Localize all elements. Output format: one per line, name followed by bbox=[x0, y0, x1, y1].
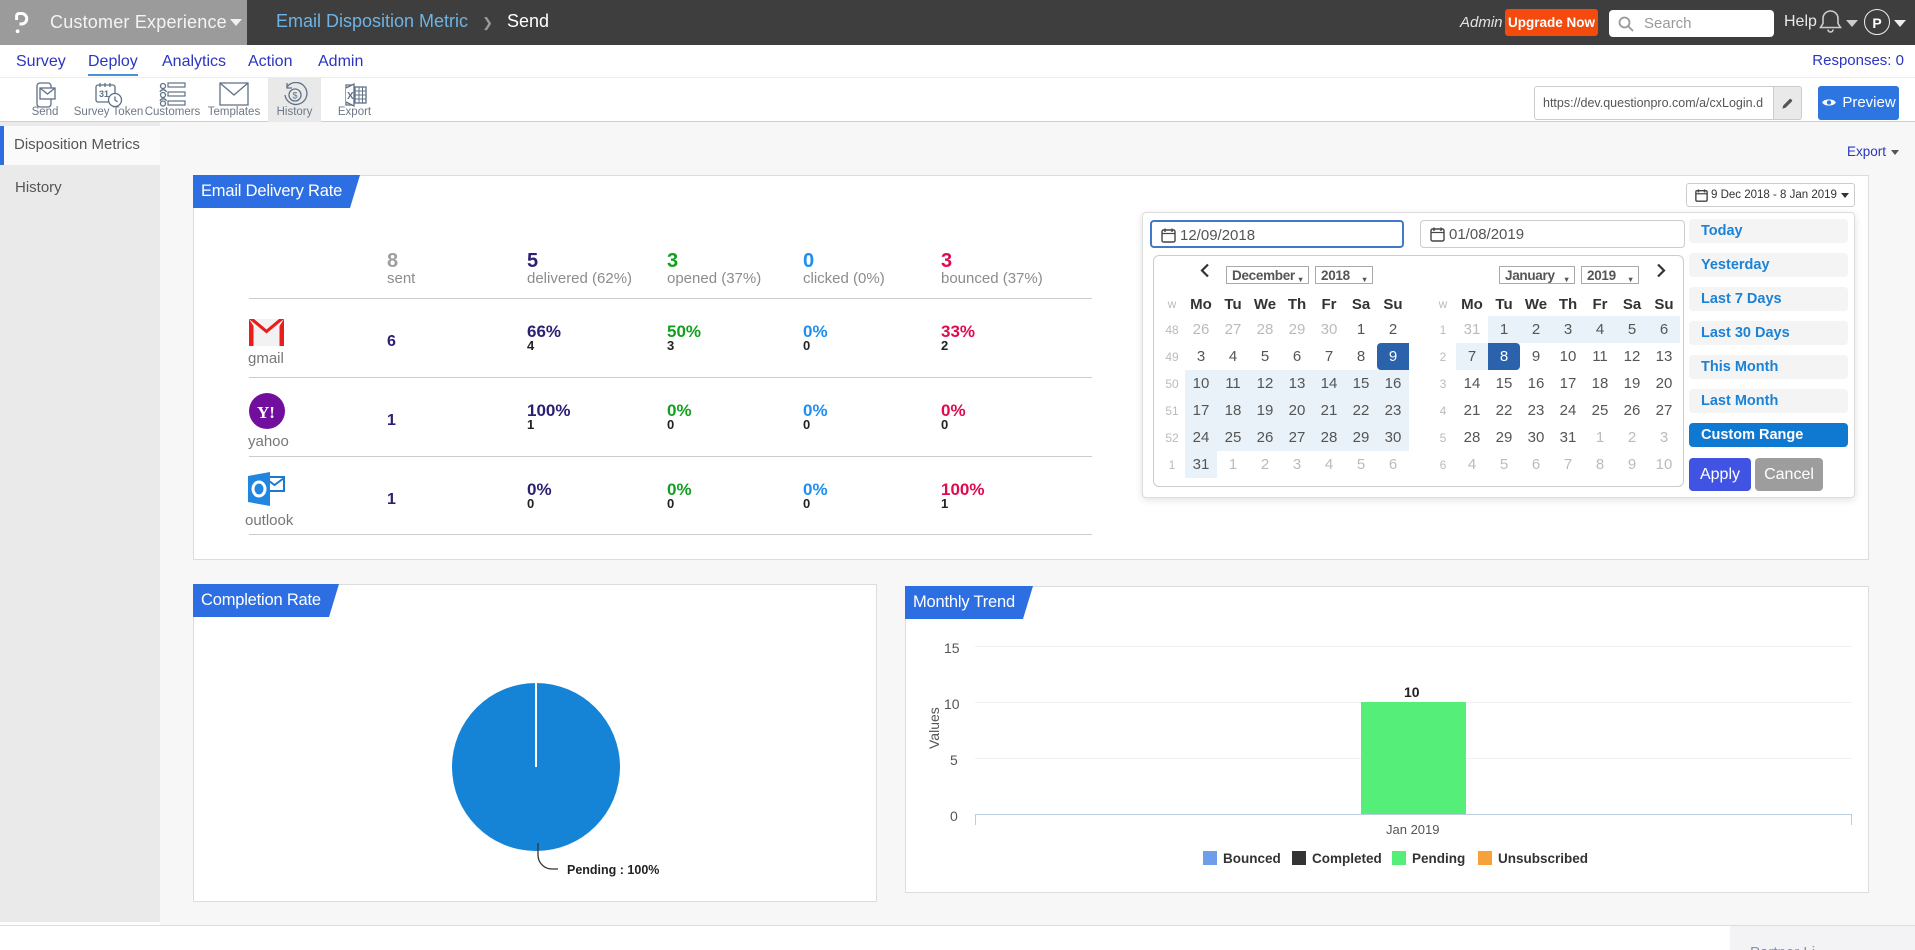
svg-text:X: X bbox=[347, 91, 354, 102]
svg-text:$: $ bbox=[292, 91, 297, 101]
svg-text:31: 31 bbox=[99, 89, 109, 99]
svg-text:Y!: Y! bbox=[257, 403, 275, 422]
